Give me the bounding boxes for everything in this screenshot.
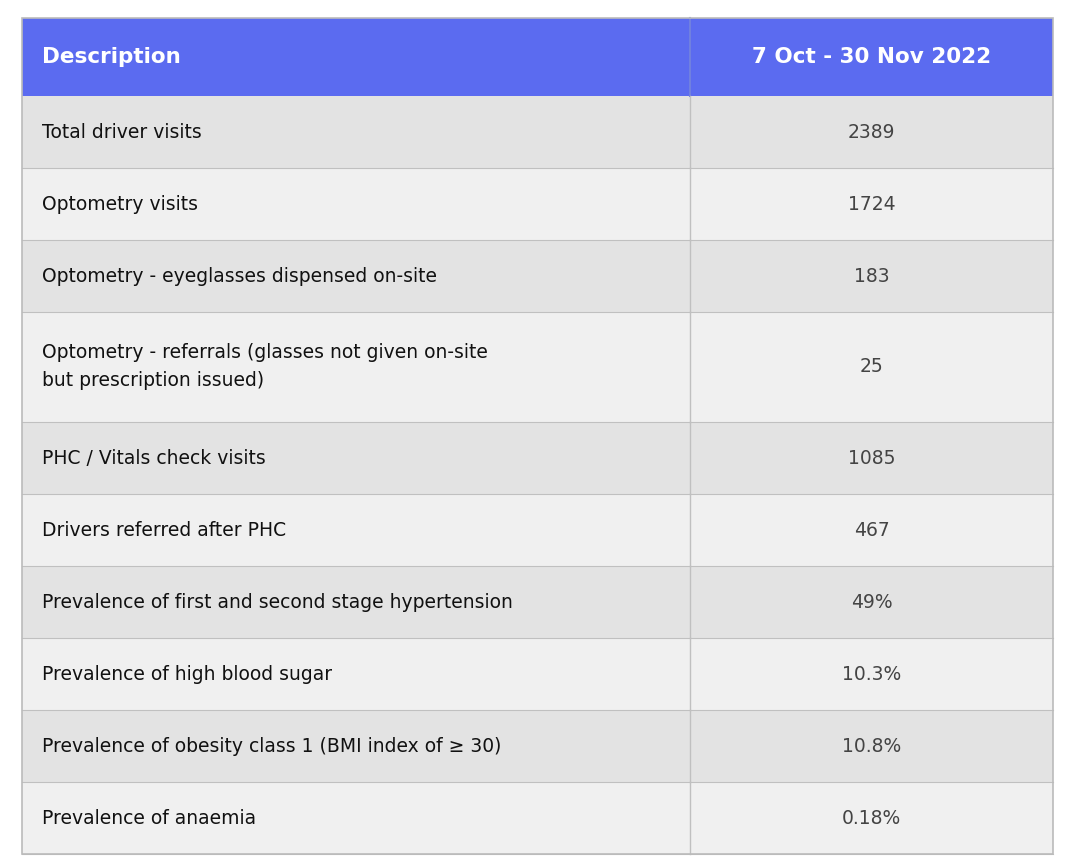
Text: 25: 25 (860, 357, 884, 376)
Text: 0.18%: 0.18% (842, 809, 901, 827)
Bar (22, 494, 1054, 566)
Text: Prevalence of anaemia: Prevalence of anaemia (42, 809, 256, 827)
Bar (22, 18, 1054, 96)
Bar (22, 422, 1054, 494)
Text: Optometry - referrals (glasses not given on-site
but prescription issued): Optometry - referrals (glasses not given… (42, 343, 488, 390)
Text: Prevalence of first and second stage hypertension: Prevalence of first and second stage hyp… (42, 592, 513, 611)
Text: Optometry visits: Optometry visits (42, 194, 198, 213)
Bar (22, 240, 1054, 312)
Bar (22, 638, 1054, 710)
Text: Description: Description (42, 47, 181, 67)
Text: 183: 183 (854, 266, 889, 285)
Text: 467: 467 (854, 520, 889, 539)
Text: 2389: 2389 (848, 122, 895, 141)
Text: 1085: 1085 (848, 448, 895, 467)
Text: 10.8%: 10.8% (842, 736, 901, 755)
Text: 1724: 1724 (848, 194, 895, 213)
Text: PHC / Vitals check visits: PHC / Vitals check visits (42, 448, 266, 467)
Text: 7 Oct - 30 Nov 2022: 7 Oct - 30 Nov 2022 (752, 47, 991, 67)
Text: Total driver visits: Total driver visits (42, 122, 202, 141)
Text: Prevalence of high blood sugar: Prevalence of high blood sugar (42, 664, 332, 683)
Text: Prevalence of obesity class 1 (BMI index of ≥ 30): Prevalence of obesity class 1 (BMI index… (42, 736, 501, 755)
Bar (22, 710, 1054, 782)
Bar (22, 782, 1054, 854)
Text: Drivers referred after PHC: Drivers referred after PHC (42, 520, 286, 539)
Bar (22, 168, 1054, 240)
Bar (22, 566, 1054, 638)
Text: Optometry - eyeglasses dispensed on-site: Optometry - eyeglasses dispensed on-site (42, 266, 438, 285)
Bar (22, 96, 1054, 168)
Bar (22, 312, 1054, 422)
Text: 49%: 49% (850, 592, 892, 611)
Text: 10.3%: 10.3% (842, 664, 901, 683)
